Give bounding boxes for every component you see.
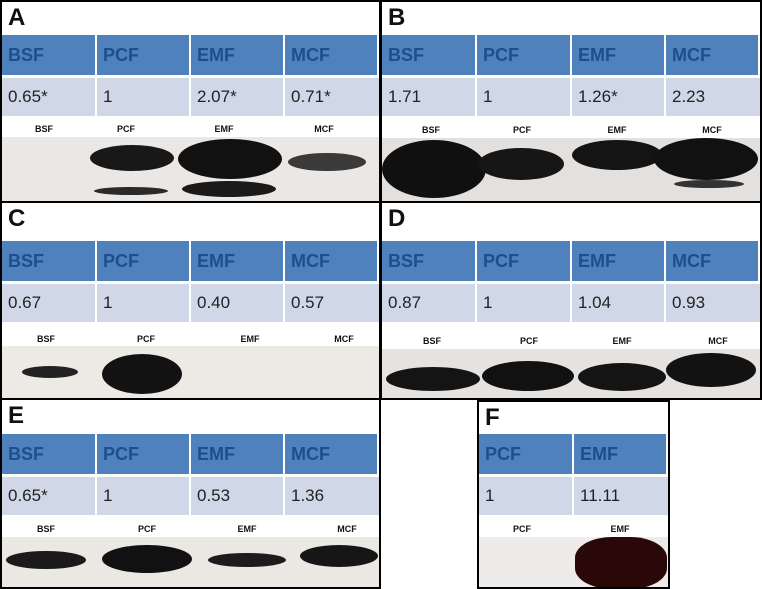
lane-label: BSF xyxy=(37,334,55,344)
table-header: BSF xyxy=(382,241,477,281)
western-blot-image xyxy=(382,138,760,201)
table-value: 1 xyxy=(479,477,574,515)
table-value: 2.23 xyxy=(666,78,760,116)
lane-label: BSF xyxy=(423,336,441,346)
panel-label: A xyxy=(8,4,26,31)
table-header: BSF xyxy=(2,241,97,281)
table-value: 0.40 xyxy=(191,284,285,322)
ratio-table: BSF PCF EMF MCF 0.67 1 0.40 0.57 xyxy=(2,241,379,322)
panel-label: C xyxy=(8,205,26,232)
table-value: 0.53 xyxy=(191,477,285,515)
table-value: 11.11 xyxy=(574,477,668,515)
table-header: MCF xyxy=(285,35,379,75)
table-header: BSF xyxy=(382,35,477,75)
ratio-table: BSF PCF EMF MCF 0.87 1 1.04 0.93 xyxy=(382,241,760,322)
table-header: PCF xyxy=(97,35,191,75)
lane-label: MCF xyxy=(702,125,722,135)
lane-label: BSF xyxy=(422,125,440,135)
panel-f: F PCF EMF 1 11.11 PCF EMF xyxy=(477,400,670,589)
table-value: 2.07* xyxy=(191,78,285,116)
ratio-table: BSF PCF EMF MCF 0.65* 1 2.07* 0.71* xyxy=(2,35,379,116)
western-blot-image xyxy=(2,346,379,398)
lane-label: PCF xyxy=(513,125,531,135)
table-header: PCF xyxy=(479,434,574,474)
table-value: 1.26* xyxy=(572,78,666,116)
ratio-table: BSF PCF EMF MCF 1.71 1 1.26* 2.23 xyxy=(382,35,760,116)
table-header: MCF xyxy=(666,241,760,281)
table-value: 0.65* xyxy=(2,477,97,515)
lane-label: MCF xyxy=(708,336,728,346)
lane-label: EMF xyxy=(240,334,260,344)
western-blot-image xyxy=(2,137,379,201)
table-value: 1 xyxy=(97,477,191,515)
table-header: PCF xyxy=(97,434,191,474)
lane-label: MCF xyxy=(334,334,354,344)
panel-d: D BSF PCF EMF MCF 0.87 1 1.04 0.93 BSF P… xyxy=(380,201,762,400)
table-value: 1 xyxy=(97,78,191,116)
ratio-table: PCF EMF 1 11.11 xyxy=(479,434,668,515)
panel-label: D xyxy=(388,205,406,232)
ratio-table: BSF PCF EMF MCF 0.65* 1 0.53 1.36 xyxy=(2,434,379,515)
lane-label: MCF xyxy=(314,124,334,134)
table-header: MCF xyxy=(285,241,379,281)
table-header: EMF xyxy=(574,434,668,474)
lane-label: EMF xyxy=(237,524,257,534)
lane-label: BSF xyxy=(37,524,55,534)
table-value: 1.36 xyxy=(285,477,379,515)
panel-label: B xyxy=(388,4,406,31)
lane-label: PCF xyxy=(138,524,156,534)
table-header: EMF xyxy=(191,241,285,281)
table-header: EMF xyxy=(191,434,285,474)
table-value: 1.71 xyxy=(382,78,477,116)
table-header: BSF xyxy=(2,35,97,75)
table-value: 1 xyxy=(97,284,191,322)
table-value: 1 xyxy=(477,284,572,322)
lane-label: MCF xyxy=(337,524,357,534)
western-blot-image xyxy=(479,537,668,587)
lane-label: BSF xyxy=(35,124,53,134)
table-header: PCF xyxy=(97,241,191,281)
table-value: 1 xyxy=(477,78,572,116)
table-value: 0.93 xyxy=(666,284,760,322)
table-value: 0.67 xyxy=(2,284,97,322)
panel-label: E xyxy=(8,402,25,429)
table-header: EMF xyxy=(572,241,666,281)
panel-label: F xyxy=(485,404,500,431)
table-value: 1.04 xyxy=(572,284,666,322)
panel-b: B BSF PCF EMF MCF 1.71 1 1.26* 2.23 BSF … xyxy=(380,0,762,203)
lane-label: PCF xyxy=(513,524,531,534)
table-value: 0.57 xyxy=(285,284,379,322)
lane-label: PCF xyxy=(117,124,135,134)
lane-label: EMF xyxy=(607,125,627,135)
western-blot-image xyxy=(2,537,379,587)
table-value: 0.65* xyxy=(2,78,97,116)
panel-a: A BSF PCF EMF MCF 0.65* 1 2.07* 0.71* BS… xyxy=(0,0,381,203)
table-header: PCF xyxy=(477,241,572,281)
lane-label: PCF xyxy=(137,334,155,344)
lane-label: EMF xyxy=(612,336,632,346)
table-header: MCF xyxy=(285,434,379,474)
table-value: 0.87 xyxy=(382,284,477,322)
table-header: MCF xyxy=(666,35,760,75)
lane-label: EMF xyxy=(610,524,630,534)
table-header: PCF xyxy=(477,35,572,75)
lane-label: PCF xyxy=(520,336,538,346)
panel-c: C BSF PCF EMF MCF 0.67 1 0.40 0.57 BSF P… xyxy=(0,201,381,400)
table-header: BSF xyxy=(2,434,97,474)
table-value: 0.71* xyxy=(285,78,379,116)
panel-e: E BSF PCF EMF MCF 0.65* 1 0.53 1.36 BSF … xyxy=(0,398,381,589)
western-blot-image xyxy=(382,349,760,398)
table-header: EMF xyxy=(572,35,666,75)
lane-label: EMF xyxy=(214,124,234,134)
table-header: EMF xyxy=(191,35,285,75)
